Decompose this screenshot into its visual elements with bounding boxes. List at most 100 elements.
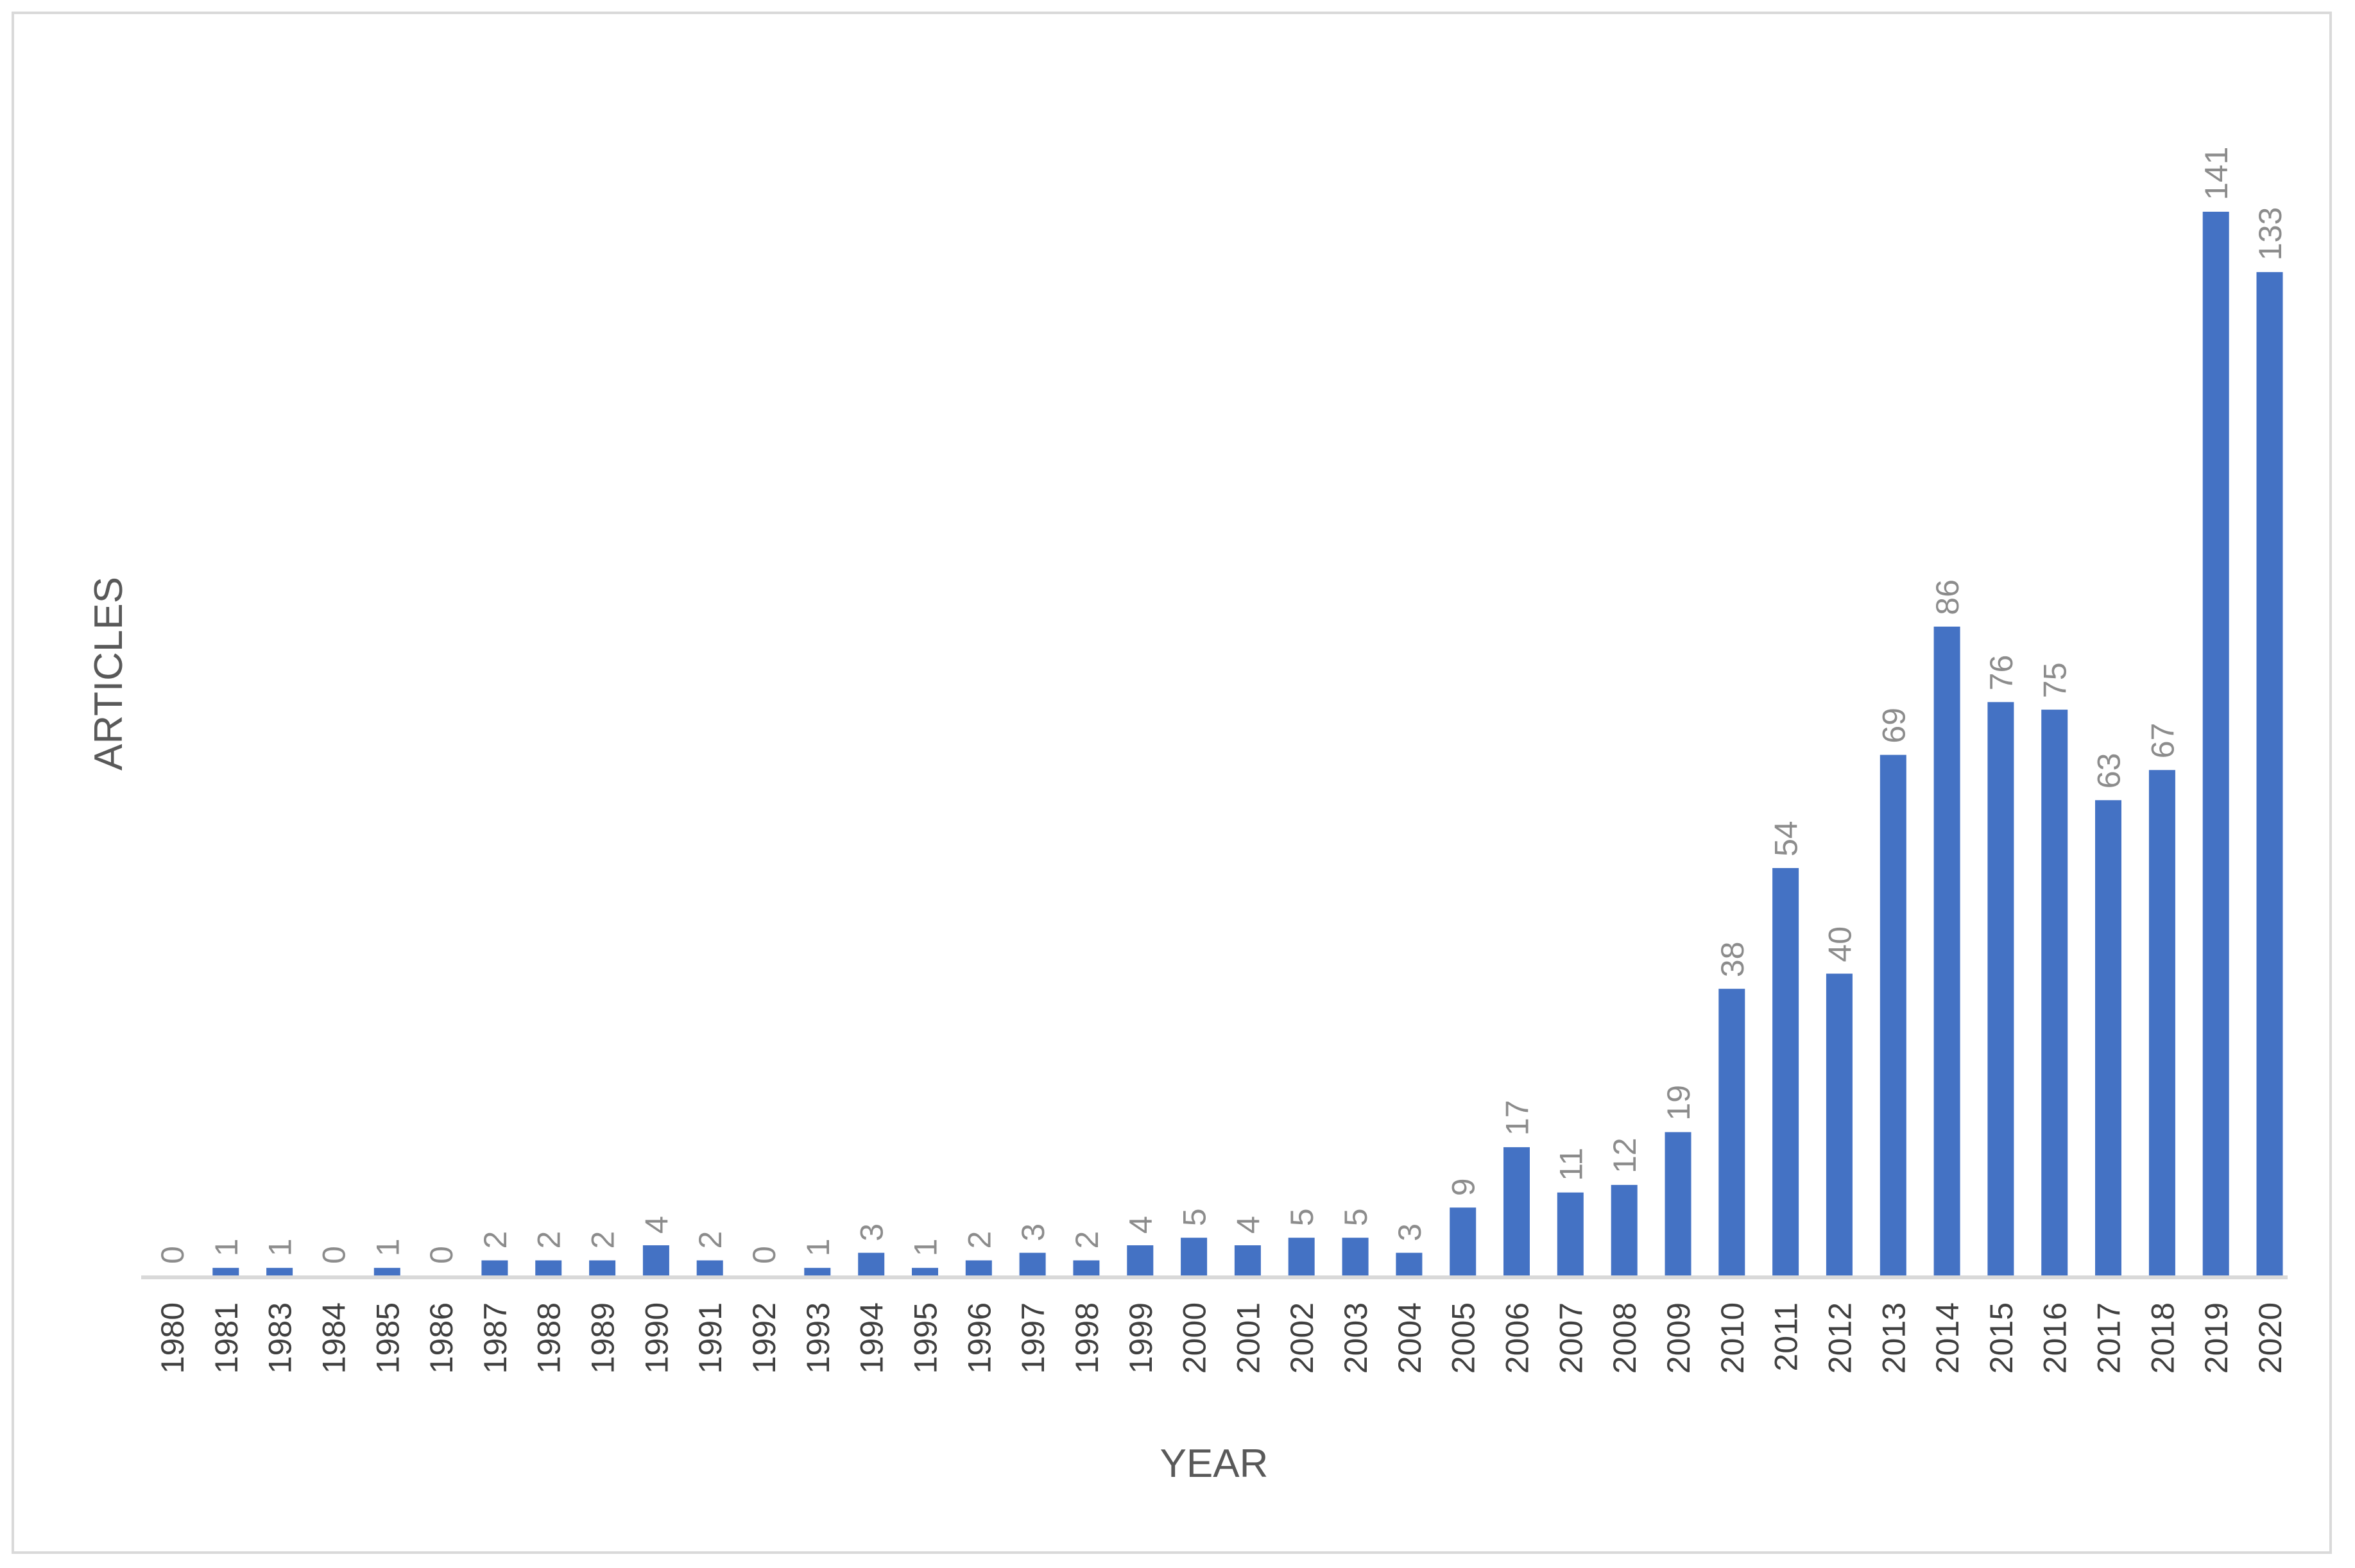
x-tick-label-2002: 2002 bbox=[1284, 1302, 1320, 1374]
bar-2020 bbox=[2256, 272, 2283, 1276]
bar-1988 bbox=[535, 1260, 562, 1275]
data-label-1989: 2 bbox=[585, 1231, 621, 1249]
x-tick-label-1997: 1997 bbox=[1015, 1302, 1051, 1374]
bar-2003 bbox=[1342, 1238, 1369, 1275]
x-tick-label-2001: 2001 bbox=[1230, 1302, 1266, 1374]
bar-1994 bbox=[858, 1252, 885, 1275]
data-label-2014: 86 bbox=[1930, 579, 1965, 615]
x-tick-label-1998: 1998 bbox=[1069, 1302, 1105, 1374]
x-tick-label-1996: 1996 bbox=[961, 1302, 997, 1374]
data-label-2002: 5 bbox=[1284, 1208, 1320, 1226]
data-label-1981: 1 bbox=[209, 1238, 244, 1256]
x-tick-label-1989: 1989 bbox=[585, 1302, 621, 1374]
bar-2012 bbox=[1826, 973, 1853, 1275]
x-tick-label-1990: 1990 bbox=[638, 1302, 674, 1374]
bars-group bbox=[212, 212, 2283, 1276]
x-tick-label-2014: 2014 bbox=[1930, 1302, 1965, 1374]
bar-1985 bbox=[373, 1268, 400, 1275]
data-label-2004: 3 bbox=[1392, 1223, 1428, 1241]
bar-2007 bbox=[1557, 1192, 1584, 1275]
data-label-2018: 67 bbox=[2145, 723, 2180, 759]
bar-2008 bbox=[1611, 1184, 1638, 1275]
bar-1995 bbox=[912, 1268, 938, 1275]
bar-1999 bbox=[1127, 1245, 1154, 1275]
x-tick-label-1984: 1984 bbox=[316, 1302, 352, 1374]
bar-1989 bbox=[589, 1260, 616, 1275]
bar-2005 bbox=[1450, 1207, 1477, 1275]
bar-2002 bbox=[1288, 1238, 1315, 1275]
data-label-2016: 75 bbox=[2037, 662, 2073, 698]
x-tick-label-1999: 1999 bbox=[1123, 1302, 1159, 1374]
x-tick-label-2019: 2019 bbox=[2198, 1302, 2234, 1374]
data-label-1983: 1 bbox=[262, 1238, 298, 1256]
x-tick-label-1981: 1981 bbox=[209, 1302, 244, 1374]
data-label-1990: 4 bbox=[638, 1216, 674, 1234]
data-label-1998: 2 bbox=[1069, 1231, 1105, 1249]
x-tick-label-1992: 1992 bbox=[746, 1302, 782, 1374]
data-label-2017: 63 bbox=[2091, 753, 2127, 789]
x-tick-label-1980: 1980 bbox=[155, 1302, 191, 1374]
x-tick-label-2017: 2017 bbox=[2091, 1302, 2127, 1374]
x-tick-label-1987: 1987 bbox=[477, 1302, 513, 1374]
x-tick-label-1991: 1991 bbox=[692, 1302, 728, 1374]
x-tick-labels-group: 1980 1981 1983 1984 1985 1986 1987 1988 1989 1990… bbox=[155, 1302, 2288, 1374]
x-tick-label-1983: 1983 bbox=[262, 1302, 298, 1374]
x-tick-label-1985: 1985 bbox=[370, 1302, 406, 1374]
x-tick-label-1995: 1995 bbox=[908, 1302, 944, 1374]
bar-2006 bbox=[1503, 1147, 1530, 1275]
bar-1996 bbox=[965, 1260, 992, 1275]
bar-2018 bbox=[2148, 770, 2175, 1275]
x-tick-label-2007: 2007 bbox=[1553, 1302, 1589, 1374]
data-label-1995: 1 bbox=[908, 1238, 944, 1256]
data-label-1993: 1 bbox=[800, 1238, 836, 1256]
data-label-2010: 38 bbox=[1715, 942, 1751, 978]
x-tick-label-2011: 2011 bbox=[1768, 1302, 1804, 1372]
bar-2013 bbox=[1880, 754, 1906, 1275]
data-label-1994: 3 bbox=[854, 1223, 890, 1241]
bar-2016 bbox=[2041, 710, 2068, 1275]
data-label-2011: 54 bbox=[1768, 821, 1804, 856]
data-label-1996: 2 bbox=[961, 1231, 997, 1249]
bar-2015 bbox=[1987, 702, 2014, 1275]
x-tick-label-2016: 2016 bbox=[2037, 1302, 2073, 1374]
data-label-1999: 4 bbox=[1123, 1216, 1159, 1234]
bar-1997 bbox=[1019, 1252, 1046, 1275]
x-tick-label-2010: 2010 bbox=[1715, 1302, 1751, 1374]
data-label-2005: 9 bbox=[1446, 1178, 1482, 1196]
data-label-2006: 17 bbox=[1500, 1100, 1536, 1136]
data-label-2015: 76 bbox=[1983, 655, 2019, 691]
bar-1981 bbox=[212, 1268, 239, 1275]
bar-2004 bbox=[1396, 1252, 1423, 1275]
x-tick-label-2015: 2015 bbox=[1983, 1302, 2019, 1374]
bar-2001 bbox=[1234, 1245, 1261, 1275]
bar-2019 bbox=[2202, 212, 2229, 1275]
x-tick-label-2018: 2018 bbox=[2145, 1302, 2180, 1374]
data-label-1980: 0 bbox=[155, 1246, 191, 1264]
x-tick-label-2006: 2006 bbox=[1500, 1302, 1536, 1374]
bar-1991 bbox=[696, 1260, 723, 1275]
x-axis-title: YEAR bbox=[1160, 1442, 1269, 1486]
bar-2000 bbox=[1181, 1238, 1208, 1275]
data-label-2009: 19 bbox=[1661, 1085, 1697, 1121]
x-tick-label-2013: 2013 bbox=[1876, 1302, 1912, 1374]
data-label-2003: 5 bbox=[1338, 1208, 1374, 1226]
x-tick-label-1986: 1986 bbox=[424, 1302, 459, 1374]
x-tick-label-2005: 2005 bbox=[1446, 1302, 1482, 1374]
bar-1993 bbox=[804, 1268, 831, 1275]
bar-2011 bbox=[1772, 868, 1799, 1275]
bar-1987 bbox=[481, 1260, 508, 1275]
data-label-2012: 40 bbox=[1822, 926, 1858, 962]
data-label-1997: 3 bbox=[1015, 1223, 1051, 1241]
x-tick-label-2008: 2008 bbox=[1607, 1302, 1643, 1374]
bar-2014 bbox=[1933, 626, 1960, 1275]
data-label-2001: 4 bbox=[1230, 1216, 1266, 1234]
bar-2017 bbox=[2095, 800, 2121, 1275]
data-label-2000: 5 bbox=[1177, 1208, 1213, 1226]
data-label-1985: 1 bbox=[370, 1238, 406, 1256]
bar-1998 bbox=[1073, 1260, 1100, 1275]
bar-1983 bbox=[266, 1268, 293, 1275]
x-tick-label-2000: 2000 bbox=[1177, 1302, 1213, 1374]
x-tick-label-1993: 1993 bbox=[800, 1302, 836, 1374]
